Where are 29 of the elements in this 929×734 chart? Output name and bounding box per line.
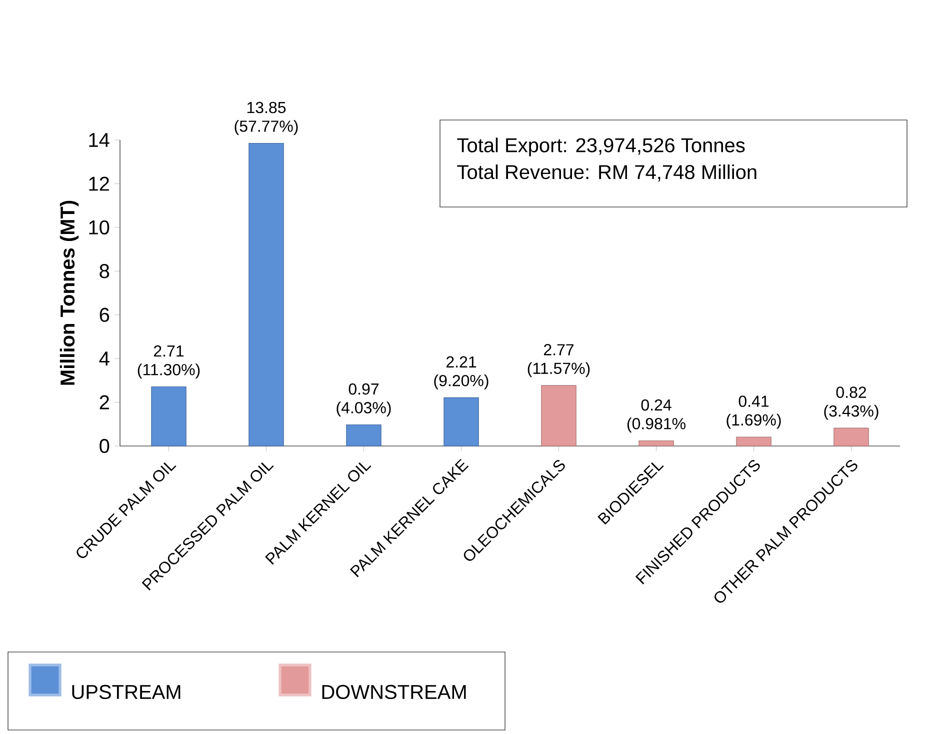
data-label: 2.71 (11.30%) — [138, 345, 200, 378]
bar — [346, 424, 382, 446]
y-tick-label: 14 — [89, 133, 110, 147]
data-label: 2.21 (9.20%) — [434, 356, 488, 390]
bar — [541, 385, 576, 446]
y-tick-label: 6 — [100, 308, 110, 322]
y-tick-label: 12 — [89, 176, 109, 191]
data-label: 0.41 (1.69%) — [726, 396, 781, 429]
bar — [151, 386, 186, 446]
bar — [736, 436, 772, 446]
data-label: 13.85 (57.77%) — [234, 102, 298, 135]
legend-label: UPSTREAM — [72, 684, 180, 700]
data-label: 2.77 (11.57%) — [528, 344, 590, 378]
bar — [638, 440, 674, 446]
y-axis-title: Million Tonnes (MT) — [60, 200, 79, 385]
annotation: Total Export: 23,974,526 Tonnes — [457, 138, 745, 156]
y-tick-label: 2 — [100, 395, 109, 410]
y-tick-label: 0 — [100, 438, 110, 454]
data-label: 0.97 (4.03%) — [336, 383, 391, 417]
bar — [834, 428, 869, 446]
data-label: 0.82 (3.43%) — [824, 386, 878, 420]
y-tick-label: 4 — [99, 352, 110, 366]
annotation: Total Revenue: RM 74,748 Million — [457, 164, 756, 182]
data-label: 0.24 (0.981% — [627, 399, 686, 432]
bar — [444, 397, 479, 446]
y-tick-label: 10 — [89, 220, 110, 234]
legend-label: DOWNSTREAM — [322, 684, 466, 700]
y-tick-label: 8 — [100, 264, 110, 278]
bar — [248, 142, 284, 446]
